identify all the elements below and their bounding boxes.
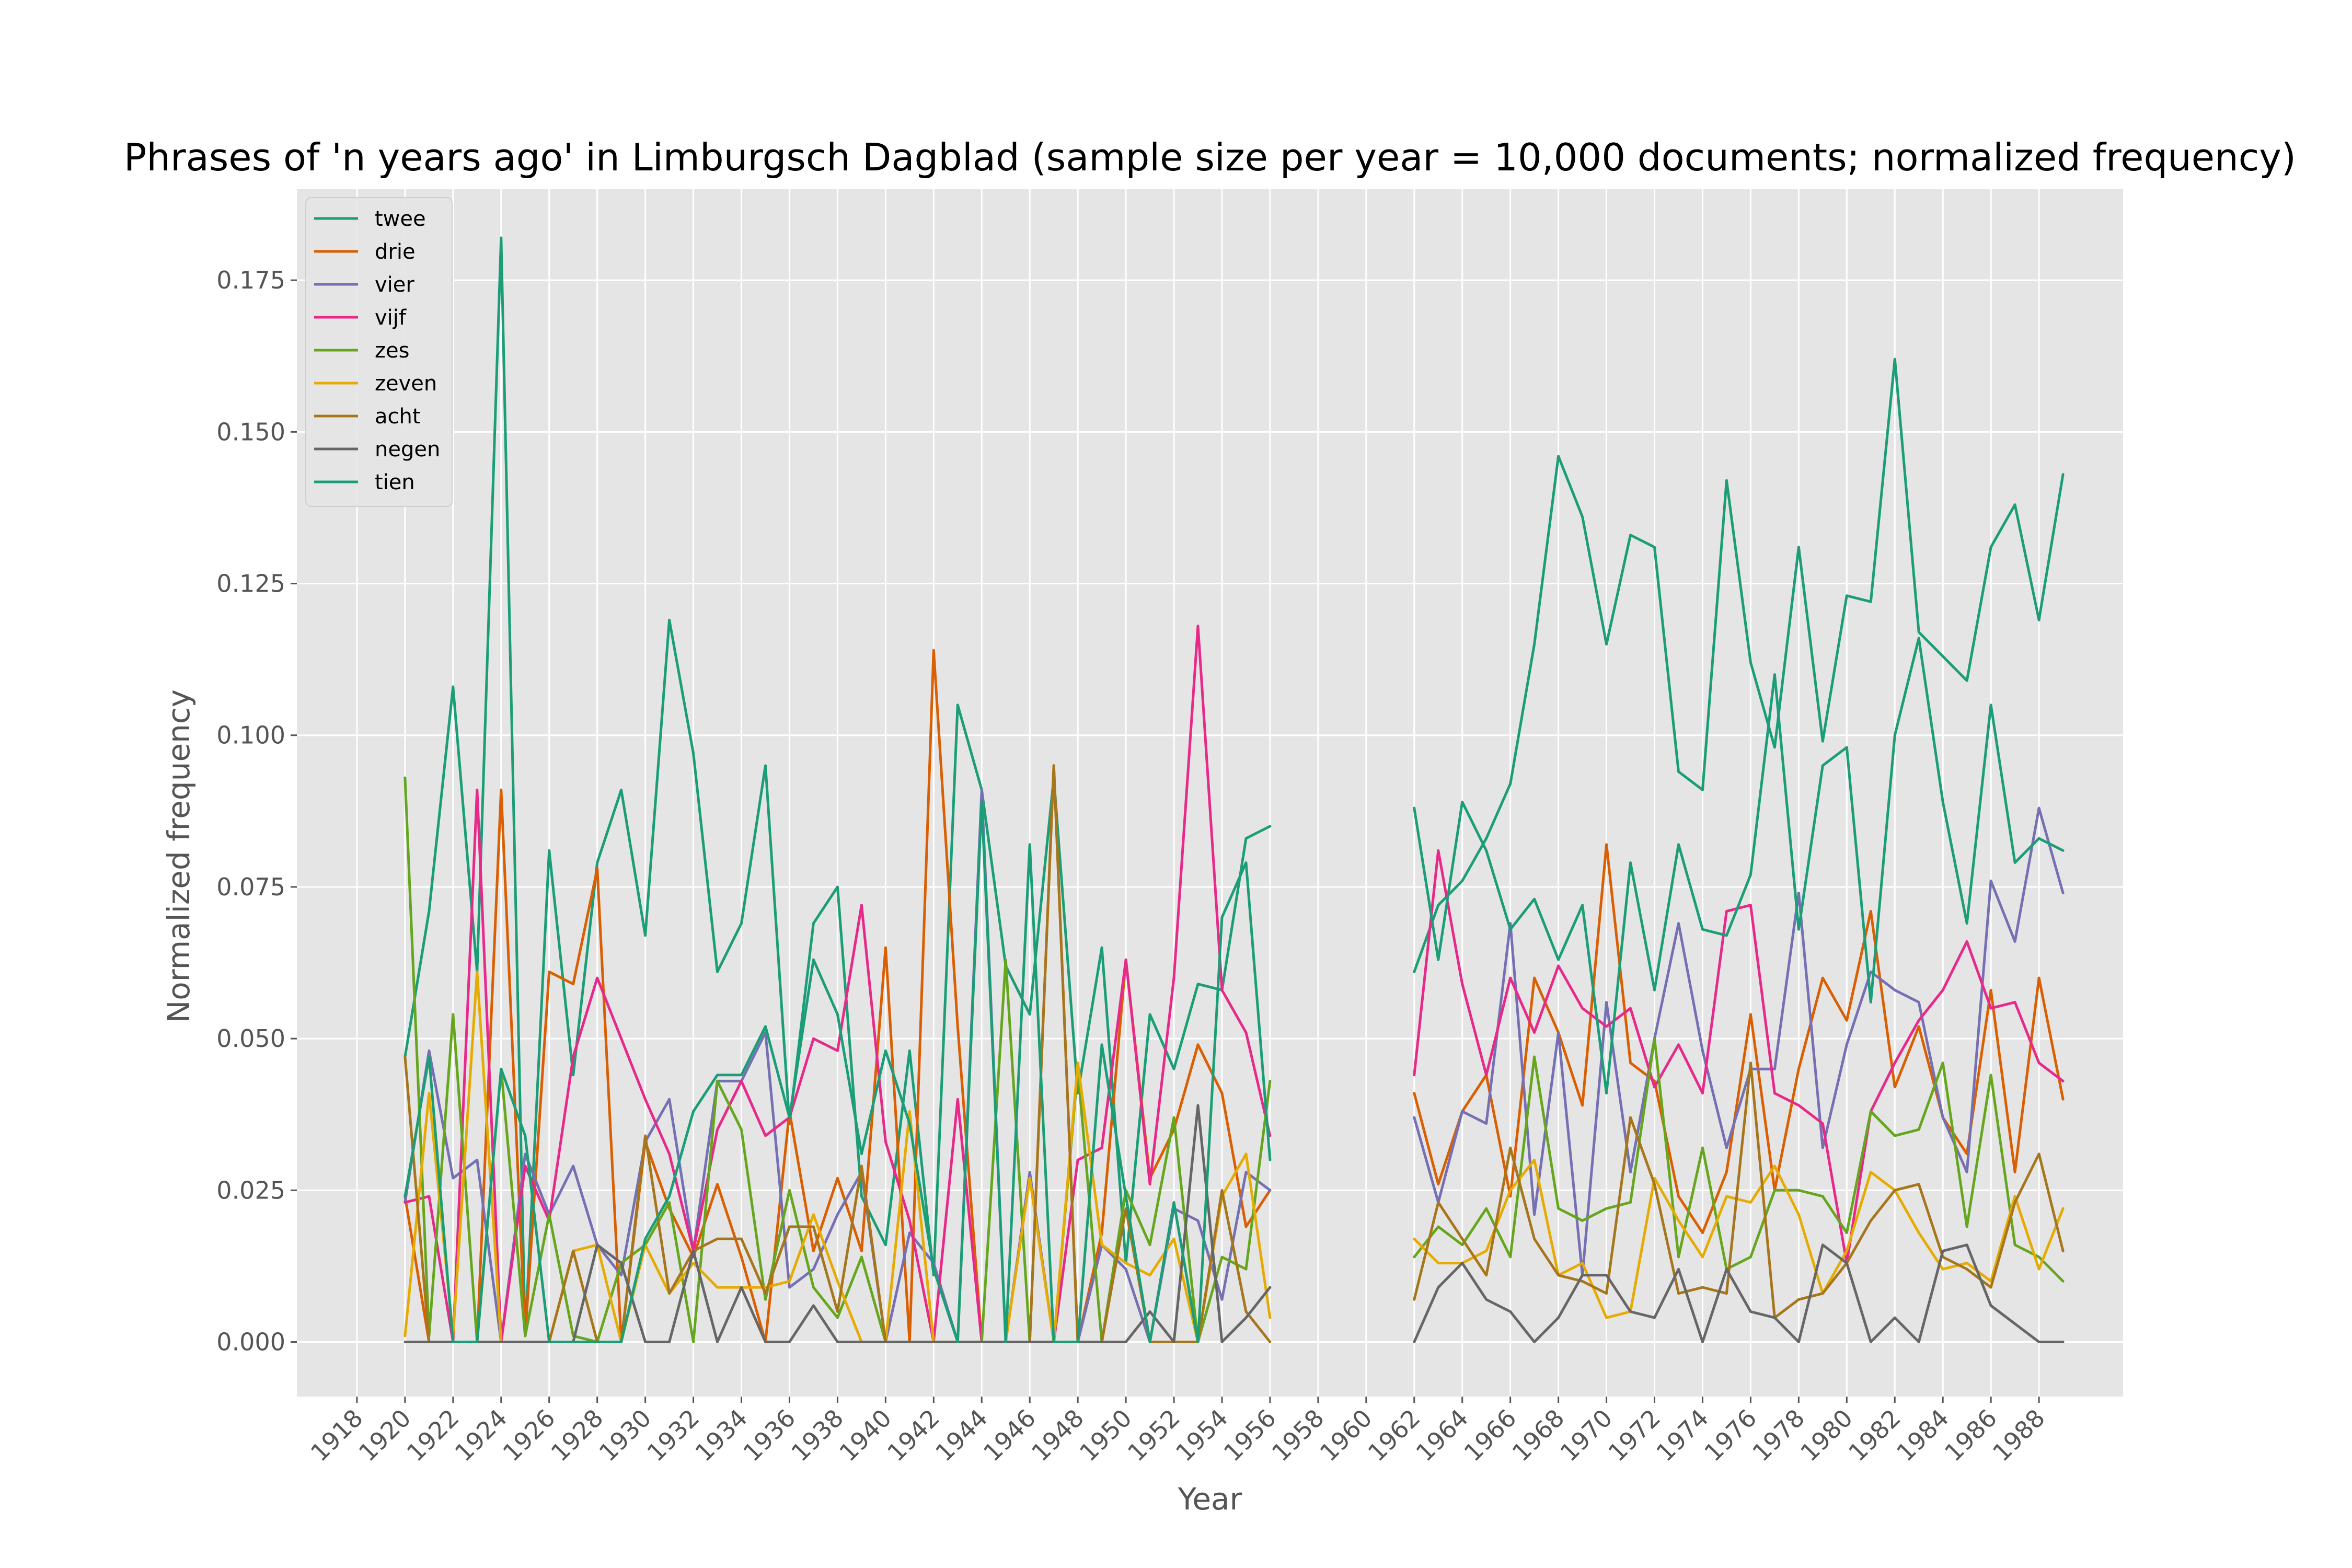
legend-label: zes	[375, 339, 409, 363]
series-line-tien-a	[403, 800, 1272, 1343]
legend-label: drie	[375, 240, 416, 264]
legend-box	[305, 197, 453, 507]
y-tick-label: 0.175	[216, 266, 285, 294]
legend-label: vijf	[375, 306, 407, 330]
series-line-acht-b	[1413, 1062, 2065, 1319]
y-axis-ticks: 0.000 0.025 0.050 0.075 0.100 0.125 0.150 0.175	[216, 266, 297, 1356]
y-axis-label: Normalized frequency	[161, 689, 197, 1023]
y-tick-label: 0.000	[216, 1328, 285, 1356]
legend-label: acht	[375, 405, 421, 429]
series-line-drie-b	[1413, 843, 2065, 1235]
series-line-twee-b	[1413, 358, 2065, 973]
y-tick-label: 0.125	[216, 570, 285, 598]
series-line-zeven-b	[1413, 1158, 2065, 1319]
series-line-tien-b	[1413, 637, 2065, 1095]
legend: twee drie vier vijf zes zeven acht negen tien	[305, 197, 453, 507]
series-line-negen-b	[1413, 1243, 2065, 1343]
y-tick-label: 0.025	[216, 1176, 285, 1204]
legend-label: twee	[375, 207, 426, 231]
series-lines	[403, 236, 2065, 1343]
legend-label: zeven	[375, 372, 437, 396]
series-line-zes-b	[1413, 1037, 2065, 1283]
chart-title: Phrases of 'n years ago' in Limburgsch D…	[124, 135, 2296, 179]
y-tick-label: 0.075	[216, 873, 285, 901]
x-axis-label: Year	[1178, 1481, 1242, 1517]
y-tick-label: 0.050	[216, 1024, 285, 1053]
y-tick-label: 0.100	[216, 721, 285, 750]
legend-label: tien	[375, 470, 415, 494]
legend-label: vier	[375, 273, 414, 297]
y-tick-label: 0.150	[216, 418, 285, 446]
legend-label: negen	[375, 437, 440, 462]
